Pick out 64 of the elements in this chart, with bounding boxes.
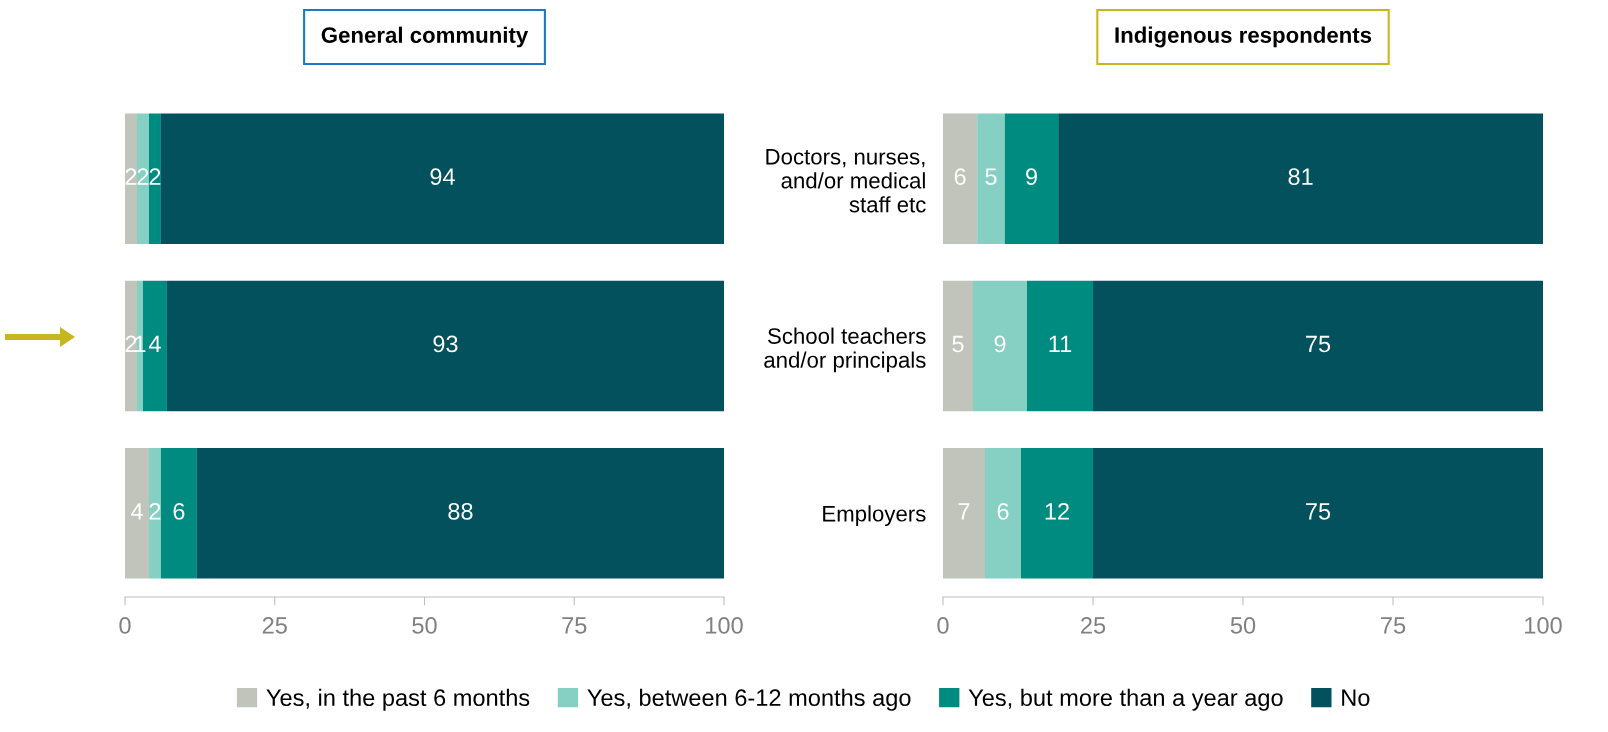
bar <box>1027 280 1093 412</box>
legend-label: Yes, between 6-12 months ago <box>587 688 911 711</box>
x-tick-label: 75 <box>1381 617 1406 634</box>
bar <box>1004 113 1059 244</box>
bar <box>985 448 1021 579</box>
bar <box>943 280 973 412</box>
legend-label: Yes, but more than a year ago <box>968 688 1283 711</box>
x-tick-label: 75 <box>562 617 587 634</box>
bar <box>160 113 724 244</box>
x-tick-label: 25 <box>262 617 287 634</box>
chart-title: General community <box>321 26 529 48</box>
bar <box>943 448 985 579</box>
bar <box>973 280 1027 412</box>
data-label: 2 <box>125 335 137 353</box>
bar <box>148 448 161 579</box>
data-label: 5 <box>952 335 964 353</box>
data-label: 4 <box>148 335 161 353</box>
y-tick-label: Employers <box>823 505 926 526</box>
data-label: 9 <box>994 335 1006 353</box>
data-label: 11 <box>1049 335 1072 353</box>
data-label: 7 <box>958 503 970 520</box>
bar <box>125 448 149 579</box>
bar <box>943 113 978 244</box>
bar <box>160 448 197 579</box>
data-label: 6 <box>997 502 1009 520</box>
x-tick-label: 100 <box>1525 617 1562 634</box>
x-tick-label: 25 <box>1081 617 1106 634</box>
data-label: 75 <box>1306 503 1331 520</box>
data-label: 6 <box>954 168 966 185</box>
legend-label: No <box>1342 689 1370 707</box>
data-label: 2 <box>149 502 161 520</box>
bar <box>196 448 724 579</box>
chart-title: Indigenous respondents <box>1115 26 1372 48</box>
data-label: 94 <box>430 168 455 185</box>
bar <box>1093 448 1543 579</box>
data-label: 9 <box>1026 168 1037 185</box>
data-label: 88 <box>448 502 473 520</box>
data-label: 2 <box>137 168 149 185</box>
data-label: 5 <box>985 168 997 185</box>
y-tick-label: Doctors, nurses, and/or medical staff etc <box>766 149 926 213</box>
bar <box>166 280 724 412</box>
bar <box>125 280 137 412</box>
x-tick-label: 50 <box>412 617 437 634</box>
x-tick-label: 0 <box>119 617 131 634</box>
data-label: 75 <box>1306 335 1331 353</box>
bar <box>1093 280 1543 412</box>
y-tick-label: School teachers and/or principals <box>764 327 926 373</box>
bar <box>125 113 137 244</box>
legend-label: Yes, in the past 6 months <box>266 688 530 711</box>
bar <box>977 113 1005 244</box>
data-label: 93 <box>433 335 458 353</box>
bar <box>1058 113 1543 244</box>
data-label: 2 <box>125 168 137 185</box>
x-tick-label: 0 <box>937 617 949 634</box>
data-label: 6 <box>173 502 185 520</box>
data-label: 81 <box>1288 168 1313 185</box>
bar <box>136 113 149 244</box>
bar <box>1021 448 1093 579</box>
data-label: 12 <box>1045 502 1069 520</box>
x-tick-label: 100 <box>706 617 743 634</box>
data-label: 2 <box>149 168 161 185</box>
data-label: 4 <box>130 503 143 520</box>
x-tick-label: 50 <box>1230 617 1256 634</box>
bar <box>148 113 161 244</box>
